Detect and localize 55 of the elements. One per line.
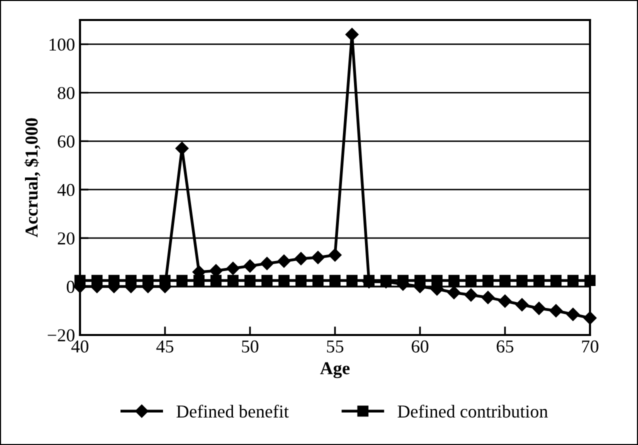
- point: [532, 302, 546, 315]
- y-tick-label: 0: [66, 280, 74, 293]
- x-tick-label: 65: [496, 340, 514, 353]
- point: [584, 274, 596, 286]
- point: [243, 259, 257, 273]
- legend-label: Defined benefit: [176, 404, 289, 418]
- x-tick-label: 55: [327, 340, 344, 353]
- point: [244, 274, 256, 286]
- point: [346, 274, 358, 286]
- point: [567, 274, 579, 286]
- point: [328, 248, 342, 262]
- point: [566, 308, 580, 321]
- point: [481, 290, 495, 304]
- point: [498, 294, 512, 308]
- point: [516, 274, 528, 286]
- point: [175, 142, 189, 156]
- point: [295, 274, 307, 286]
- point: [260, 256, 274, 270]
- x-tick-label: 50: [242, 340, 258, 353]
- y-tick-label: 40: [57, 184, 74, 196]
- point: [549, 304, 563, 318]
- point: [465, 274, 477, 286]
- point: [226, 262, 240, 275]
- y-tick-label: 100: [50, 38, 74, 51]
- x-tick-label: 45: [156, 340, 174, 353]
- point: [277, 254, 291, 268]
- point: [312, 274, 324, 286]
- point: [227, 274, 239, 286]
- point: [345, 28, 359, 42]
- point: [311, 250, 325, 264]
- point: [499, 274, 511, 286]
- y-tick-label: 80: [58, 86, 74, 100]
- point: [210, 274, 222, 286]
- point: [448, 274, 460, 286]
- point: [533, 274, 545, 286]
- point: [482, 274, 494, 286]
- y-tick-label: 60: [58, 135, 74, 148]
- point: [176, 274, 188, 286]
- x-axis-title: Age: [320, 362, 350, 378]
- point: [329, 274, 341, 286]
- y-tick-label: −20: [48, 329, 74, 342]
- y-tick-label: 20: [58, 232, 74, 245]
- x-tick-label: 70: [582, 340, 598, 353]
- point: [447, 286, 461, 300]
- point: [261, 274, 273, 286]
- y-axis-title: Accrual, $1,000: [24, 118, 40, 238]
- point: [583, 311, 597, 325]
- point: [278, 274, 290, 286]
- x-tick-label: 60: [412, 340, 428, 353]
- point: [294, 252, 308, 266]
- point: [464, 288, 478, 302]
- x-tick-label: 40: [71, 340, 88, 353]
- point: [515, 298, 529, 312]
- legend-label: Defined contribution: [398, 404, 548, 418]
- point: [550, 274, 562, 286]
